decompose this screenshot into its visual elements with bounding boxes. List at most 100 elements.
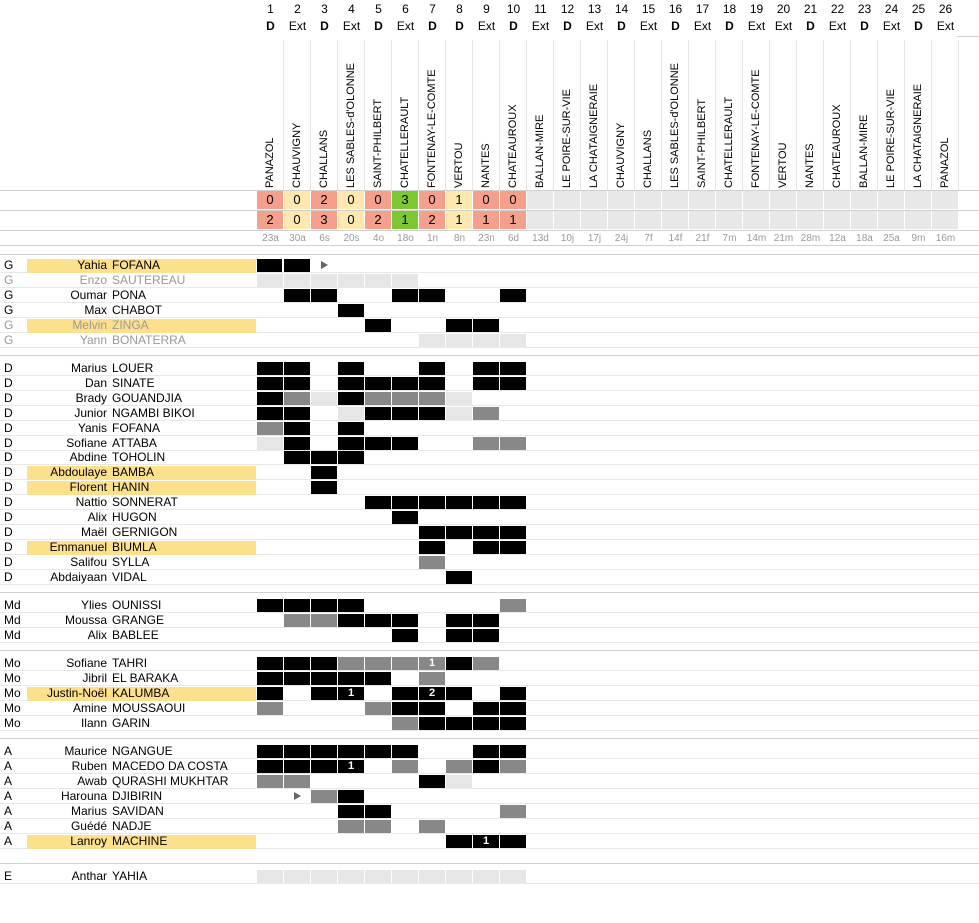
- match-venue: CHAUVIGNY: [615, 122, 627, 188]
- match-score-first: 0: [473, 191, 499, 209]
- match-score-first: [878, 191, 904, 209]
- match-score-first: [824, 191, 850, 209]
- match-date: 13d: [532, 233, 549, 244]
- participation-cell: [392, 702, 418, 715]
- row-divider: [0, 524, 979, 525]
- match-score-first: 0: [419, 191, 445, 209]
- participation-cell: [257, 422, 283, 435]
- match-home-away: D: [806, 19, 815, 33]
- player-first-name: Ilann: [80, 716, 107, 730]
- participation-cell: [311, 870, 337, 883]
- participation-cell: [500, 760, 526, 773]
- match-score-first: [662, 191, 688, 209]
- participation-cell: [365, 274, 391, 287]
- match-score-second: 1: [392, 211, 418, 229]
- player-position: Mo: [4, 716, 21, 730]
- participation-cell: [500, 541, 526, 554]
- participation-cell: [257, 599, 283, 612]
- row-divider: [0, 848, 979, 849]
- participation-cell: [284, 259, 310, 272]
- participation-cell: [365, 614, 391, 627]
- player-position: D: [4, 540, 13, 554]
- player-first-name: Yanis: [77, 421, 107, 435]
- participation-cell: [473, 496, 499, 509]
- match-venue: SAINT-PHILBERT: [372, 98, 384, 188]
- match-score-first: [716, 191, 742, 209]
- match-score-second: [716, 211, 742, 229]
- match-score-first: 3: [392, 191, 418, 209]
- participation-cell: [284, 451, 310, 464]
- column-divider: [769, 40, 770, 190]
- row-divider: [0, 773, 979, 774]
- participation-cell: [338, 274, 364, 287]
- column-divider: [310, 40, 311, 190]
- column-divider: [337, 40, 338, 190]
- match-number: 9: [483, 2, 490, 16]
- participation-cell: [419, 362, 445, 375]
- participation-cell: [284, 274, 310, 287]
- participation-cell: [473, 745, 499, 758]
- match-home-away: Ext: [477, 19, 496, 33]
- player-position: G: [4, 288, 14, 302]
- match-venue: CHALLANS: [318, 129, 330, 188]
- match-date: 10j: [560, 233, 575, 244]
- participation-cell: [338, 407, 364, 420]
- match-number: 26: [938, 2, 953, 16]
- group-separator: [0, 355, 979, 356]
- goal-count: 1: [473, 835, 499, 848]
- player-first-name: Melvin: [72, 318, 107, 332]
- match-home-away: Ext: [342, 19, 361, 33]
- column-divider: [418, 40, 419, 190]
- column-divider: [499, 40, 500, 190]
- header-divider: [0, 230, 979, 231]
- participation-cell: [500, 334, 526, 347]
- participation-cell: [419, 289, 445, 302]
- player-last-name: HUGON: [112, 510, 157, 524]
- participation-cell: [311, 745, 337, 758]
- participation-cell: [257, 870, 283, 883]
- player-first-name: Emmanuel: [49, 540, 107, 554]
- player-last-name: LOUER: [112, 361, 154, 375]
- participation-cell: [311, 466, 337, 479]
- participation-cell: [500, 599, 526, 612]
- match-score-first: [932, 191, 958, 209]
- player-last-name: BONATERRA: [112, 333, 186, 347]
- participation-cell: [338, 745, 364, 758]
- participation-cell: [419, 392, 445, 405]
- column-divider: [472, 40, 473, 190]
- participation-cell: [500, 687, 526, 700]
- row-divider: [0, 272, 979, 273]
- match-venue: CHATELLERAULT: [723, 96, 735, 188]
- column-divider: [877, 40, 878, 190]
- goal-count: 2: [419, 687, 445, 700]
- match-venue: CHATEAUROUX: [831, 104, 843, 188]
- match-score-first: 0: [257, 191, 283, 209]
- row-divider: [0, 494, 979, 495]
- player-last-name: KALUMBA: [112, 686, 170, 700]
- participation-cell: [419, 870, 445, 883]
- player-last-name: EL BARAKA: [112, 671, 179, 685]
- participation-cell: [257, 377, 283, 390]
- participation-cell: [257, 274, 283, 287]
- player-last-name: ATTABA: [112, 436, 157, 450]
- participation-cell: [338, 599, 364, 612]
- match-score-second: 1: [473, 211, 499, 229]
- player-position: D: [4, 436, 13, 450]
- participation-cell: [257, 760, 283, 773]
- player-first-name: Ruben: [71, 759, 107, 773]
- match-date: 18o: [397, 233, 414, 244]
- participation-cell: [284, 422, 310, 435]
- match-date: 16m: [935, 233, 956, 244]
- match-score-second: [905, 211, 931, 229]
- participation-cell: [257, 392, 283, 405]
- row-divider: [0, 435, 979, 436]
- match-number: 13: [587, 2, 602, 16]
- group-separator: [0, 650, 979, 651]
- player-first-name: Dan: [84, 376, 107, 390]
- player-position: A: [4, 774, 13, 788]
- row-divider: [0, 612, 979, 613]
- player-last-name: DJIBIRIN: [112, 789, 163, 803]
- participation-cell: [311, 274, 337, 287]
- player-position: D: [4, 391, 13, 405]
- participation-cell: [419, 820, 445, 833]
